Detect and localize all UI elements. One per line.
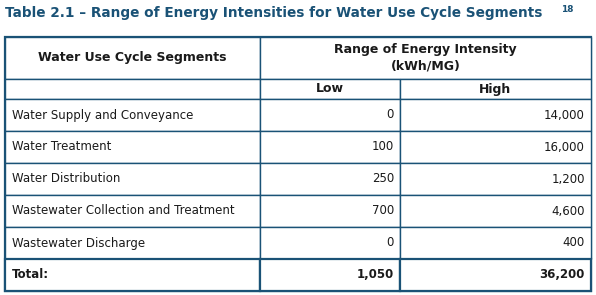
Bar (5, 99, 260, 131)
Bar (260, 259, 400, 291)
Bar (400, 99, 591, 131)
Text: 700: 700 (372, 204, 394, 217)
Bar (260, 131, 400, 163)
Text: Low: Low (316, 83, 344, 96)
Bar (5, 259, 260, 291)
Bar (260, 195, 400, 227)
Text: Water Use Cycle Segments: Water Use Cycle Segments (38, 52, 226, 65)
Bar (400, 131, 591, 163)
Bar (400, 195, 591, 227)
Bar (260, 79, 400, 99)
Text: 18: 18 (561, 5, 573, 14)
Bar (260, 163, 400, 195)
Text: 1,050: 1,050 (357, 268, 394, 281)
Text: 1,200: 1,200 (551, 173, 585, 186)
Bar (400, 79, 591, 99)
Text: 0: 0 (387, 237, 394, 250)
Bar (260, 99, 400, 131)
Bar (400, 227, 591, 259)
Text: 36,200: 36,200 (539, 268, 585, 281)
Text: Total:: Total: (12, 268, 49, 281)
Bar (5, 37, 260, 79)
Text: 250: 250 (372, 173, 394, 186)
Text: 100: 100 (372, 140, 394, 153)
Bar (400, 259, 591, 291)
Text: Wastewater Discharge: Wastewater Discharge (12, 237, 145, 250)
Text: 16,000: 16,000 (544, 140, 585, 153)
Text: Water Supply and Conveyance: Water Supply and Conveyance (12, 109, 193, 122)
Text: Wastewater Collection and Treatment: Wastewater Collection and Treatment (12, 204, 235, 217)
Text: High: High (479, 83, 511, 96)
Bar (5, 79, 260, 99)
Text: Table 2.1 – Range of Energy Intensities for Water Use Cycle Segments: Table 2.1 – Range of Energy Intensities … (5, 6, 542, 20)
Bar (400, 163, 591, 195)
Text: Water Distribution: Water Distribution (12, 173, 120, 186)
Text: 0: 0 (387, 109, 394, 122)
Text: Water Treatment: Water Treatment (12, 140, 111, 153)
Bar (5, 163, 260, 195)
Bar (5, 227, 260, 259)
Bar (260, 227, 400, 259)
Bar (5, 131, 260, 163)
Text: 14,000: 14,000 (544, 109, 585, 122)
Text: 400: 400 (563, 237, 585, 250)
Bar (260, 37, 591, 79)
Text: Range of Energy Intensity
(kWh/MG): Range of Energy Intensity (kWh/MG) (334, 43, 517, 73)
Bar (5, 37, 591, 291)
Bar (5, 195, 260, 227)
Text: 4,600: 4,600 (551, 204, 585, 217)
